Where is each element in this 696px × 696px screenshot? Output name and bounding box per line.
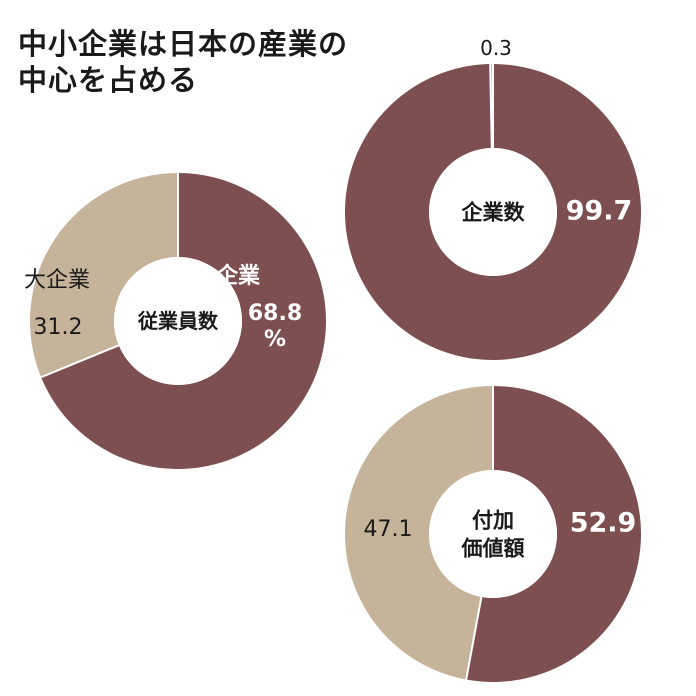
donut-hole	[429, 470, 557, 598]
data-label-small-business: 68.8%	[248, 301, 302, 352]
donut-employees: 従業員数 68.8 % 31.2 中小企業 大企業	[24, 173, 327, 469]
donut-value-added: 付加価値額 52.9 47.1	[345, 386, 642, 683]
slice-small-business	[41, 173, 327, 469]
center-label: 従業員数	[137, 309, 219, 333]
center-label: 企業数	[461, 201, 526, 225]
legend-label-large-business: 大企業	[24, 268, 90, 293]
slice-large-business	[345, 386, 493, 680]
legend-label-small-business: 中小企業	[172, 263, 261, 289]
slice-small-business	[466, 386, 642, 683]
data-label-small-business: 99.7	[566, 196, 633, 227]
donut-companies: 企業数 99.7 0.3	[345, 36, 642, 361]
center-label: 付加価値額	[461, 509, 525, 561]
slice-large-business	[29, 173, 178, 378]
slice-separator	[40, 344, 120, 379]
data-label-large-business: 31.2	[34, 315, 83, 340]
chart-title: 中小企業は日本の産業の 中心を占める	[18, 27, 349, 97]
data-label-large-business: 47.1	[364, 517, 413, 542]
donut-hole	[429, 148, 557, 276]
donut-hole	[114, 257, 242, 385]
data-label-small-business: 52.9	[570, 508, 637, 539]
slice-small-business	[345, 64, 642, 361]
slice-separator	[489, 64, 493, 149]
data-label-large-business: 0.3	[480, 36, 512, 60]
slice-separator	[465, 596, 483, 680]
